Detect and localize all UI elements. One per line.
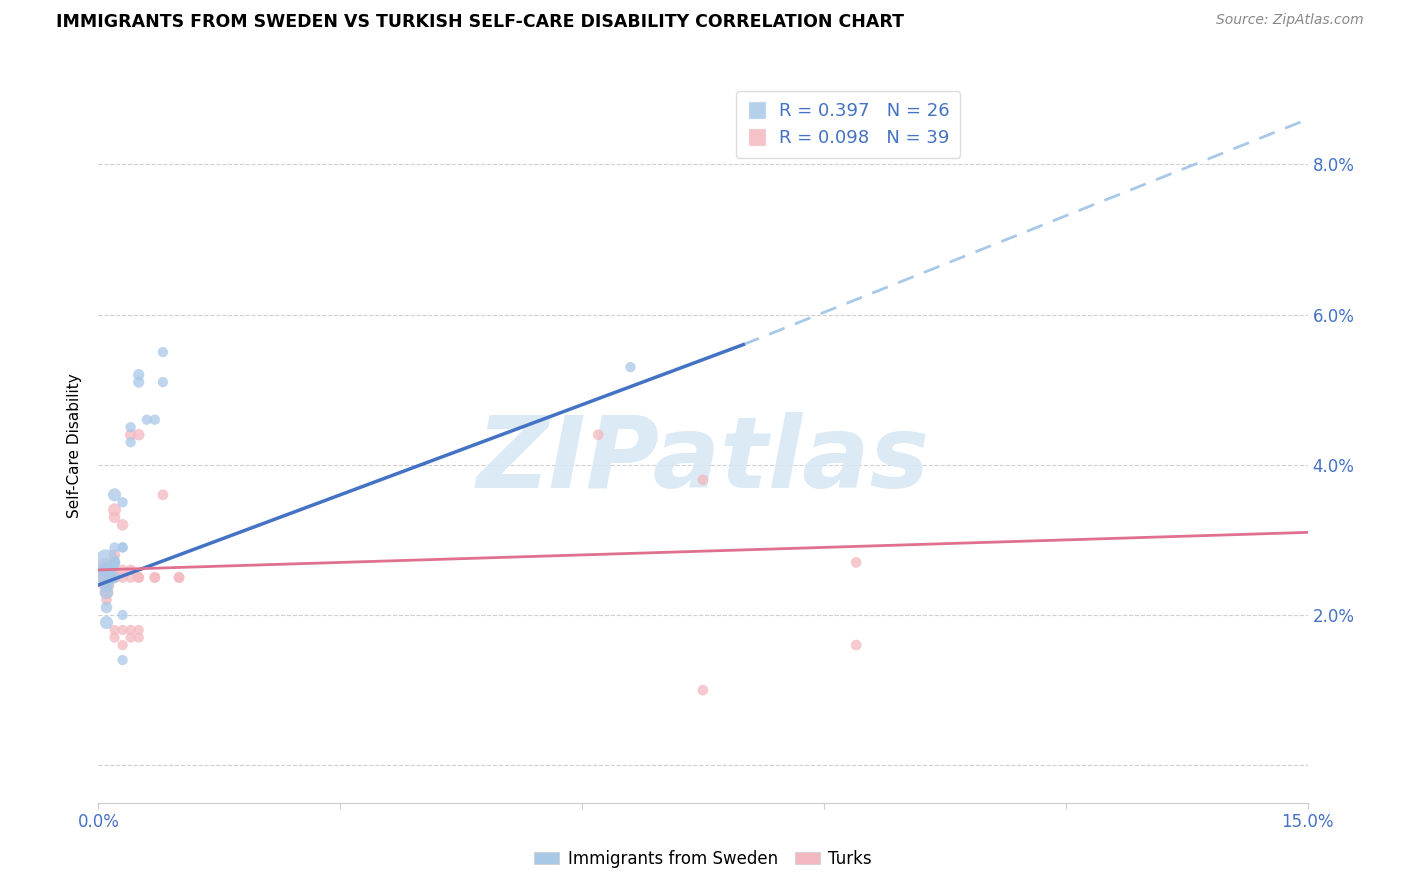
Point [103, 548, 125, 562]
Point [143, 570, 166, 584]
Point [96, 556, 118, 570]
Point [128, 375, 150, 389]
Text: Source: ZipAtlas.com: Source: ZipAtlas.com [1216, 13, 1364, 28]
Point [96, 563, 118, 577]
Point [586, 427, 609, 442]
Point [103, 510, 125, 524]
Point [152, 345, 174, 359]
Text: IMMIGRANTS FROM SWEDEN VS TURKISH SELF-CARE DISABILITY CORRELATION CHART: IMMIGRANTS FROM SWEDEN VS TURKISH SELF-C… [56, 13, 904, 31]
Point [128, 368, 150, 382]
Legend: Immigrants from Sweden, Turks: Immigrants from Sweden, Turks [527, 844, 879, 875]
Point [96, 578, 118, 592]
Point [111, 541, 134, 555]
Point [103, 556, 125, 570]
Point [111, 653, 134, 667]
Point [103, 503, 125, 517]
Point [845, 556, 868, 570]
Point [128, 570, 150, 584]
Point [96, 615, 118, 630]
Point [111, 517, 134, 532]
Point [120, 427, 142, 442]
Point [128, 631, 150, 645]
Point [103, 570, 125, 584]
Point [152, 488, 174, 502]
Point [692, 473, 714, 487]
Point [111, 570, 134, 584]
Point [120, 623, 142, 637]
Point [96, 585, 118, 599]
Point [96, 600, 118, 615]
Point [96, 570, 118, 584]
Point [167, 570, 190, 584]
Point [128, 623, 150, 637]
Point [128, 570, 150, 584]
Point [96, 578, 118, 592]
Text: ZIPatlas: ZIPatlas [477, 412, 929, 508]
Point [96, 570, 118, 584]
Point [96, 563, 118, 577]
Point [135, 413, 157, 427]
Point [111, 563, 134, 577]
Point [96, 563, 118, 577]
Point [167, 570, 190, 584]
Point [111, 638, 134, 652]
Point [111, 623, 134, 637]
Point [103, 623, 125, 637]
Point [128, 427, 150, 442]
Point [692, 683, 714, 698]
Point [103, 570, 125, 584]
Point [120, 435, 142, 450]
Point [120, 563, 142, 577]
Point [120, 570, 142, 584]
Point [103, 541, 125, 555]
Point [96, 585, 118, 599]
Point [103, 631, 125, 645]
Point [103, 563, 125, 577]
Point [111, 607, 134, 622]
Point [96, 570, 118, 584]
Point [111, 541, 134, 555]
Point [845, 638, 868, 652]
Legend: R = 0.397   N = 26, R = 0.098   N = 39: R = 0.397 N = 26, R = 0.098 N = 39 [735, 91, 960, 158]
Y-axis label: Self-Care Disability: Self-Care Disability [67, 374, 83, 518]
Point [120, 420, 142, 434]
Point [103, 488, 125, 502]
Point [152, 375, 174, 389]
Point [619, 360, 641, 375]
Point [96, 593, 118, 607]
Point [143, 413, 166, 427]
Point [143, 570, 166, 584]
Point [120, 631, 142, 645]
Point [103, 556, 125, 570]
Point [111, 495, 134, 509]
